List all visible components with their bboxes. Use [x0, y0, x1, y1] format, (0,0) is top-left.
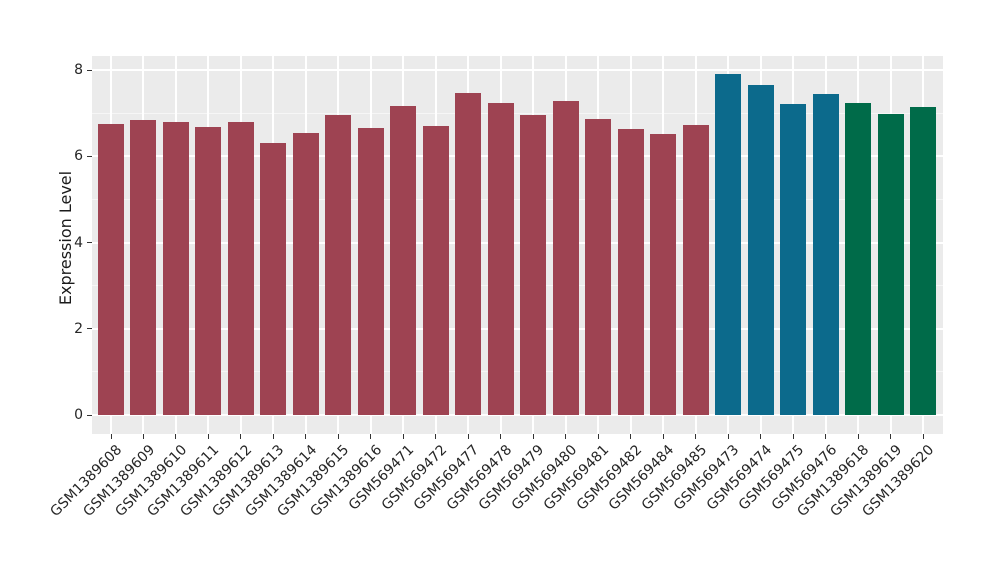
bar-GSM1389610 [162, 122, 189, 415]
bar-GSM1389611 [195, 126, 222, 415]
bar-GSM1389609 [130, 119, 157, 415]
x-tickmark-GSM569478 [500, 434, 502, 439]
hgridline-6 [92, 155, 943, 158]
bar-GSM569472 [422, 126, 449, 415]
bar-GSM1389616 [357, 128, 384, 415]
x-tickmark-GSM569484 [662, 434, 664, 439]
x-tickmark-GSM1389614 [305, 434, 307, 439]
x-tickmark-GSM569471 [402, 434, 404, 439]
y-tickmark-2 [87, 328, 92, 330]
x-tickmark-GSM569480 [565, 434, 567, 439]
bar-GSM569480 [552, 100, 579, 415]
bar-GSM1389619 [877, 114, 904, 415]
x-tickmark-GSM1389611 [207, 434, 209, 439]
x-tickmark-GSM1389620 [922, 434, 924, 439]
bar-GSM1389608 [98, 124, 124, 415]
bar-GSM1389614 [292, 132, 319, 415]
bar-GSM569479 [520, 115, 547, 415]
y-tickmark-4 [87, 242, 92, 244]
hgridline-2 [92, 327, 943, 330]
y-tickmark-6 [87, 155, 92, 157]
x-tickmark-GSM1389613 [272, 434, 274, 439]
x-tickmark-GSM569477 [467, 434, 469, 439]
bar-GSM1389615 [325, 115, 352, 415]
x-tickmark-GSM1389619 [890, 434, 892, 439]
x-tickmark-GSM569482 [630, 434, 632, 439]
x-tickmark-GSM1389608 [110, 434, 112, 439]
hgridline-4 [92, 241, 943, 244]
plot-panel [92, 56, 943, 434]
x-tickmark-GSM569479 [532, 434, 534, 439]
hgridline-0 [92, 414, 943, 416]
bar-GSM1389620 [910, 107, 937, 415]
bar-GSM569475 [780, 104, 807, 415]
bar-GSM569481 [585, 119, 612, 415]
x-tickmark-GSM569476 [825, 434, 827, 439]
bar-GSM569476 [812, 93, 839, 415]
y-tick-label-4: 4 [74, 234, 83, 251]
bar-GSM1389618 [845, 102, 872, 415]
y-tick-label-8: 8 [74, 62, 83, 79]
bar-GSM569478 [487, 102, 514, 415]
y-tick-label-2: 2 [74, 320, 83, 337]
bar-GSM569477 [455, 93, 482, 415]
x-tickmark-GSM569475 [792, 434, 794, 439]
hgridline-minor-7 [92, 112, 943, 114]
x-tickmark-GSM569485 [695, 434, 697, 439]
hgridline-8 [92, 69, 943, 72]
hgridline-minor-3 [92, 285, 943, 287]
hgridline-minor-1 [92, 371, 943, 373]
y-tick-label-6: 6 [74, 148, 83, 165]
x-tickmark-GSM1389616 [370, 434, 372, 439]
bar-GSM569473 [715, 74, 742, 415]
x-tickmark-GSM569473 [727, 434, 729, 439]
bar-GSM1389613 [260, 143, 287, 415]
bar-GSM569485 [682, 124, 709, 415]
y-tickmark-0 [87, 414, 92, 416]
bar-GSM569482 [617, 128, 644, 415]
x-tickmark-GSM1389612 [240, 434, 242, 439]
x-tickmark-GSM569472 [435, 434, 437, 439]
hgridline-minor-5 [92, 199, 943, 200]
y-tickmark-8 [87, 69, 92, 71]
bar-GSM569471 [390, 105, 417, 415]
x-tickmark-GSM1389609 [142, 434, 144, 439]
x-tickmark-GSM1389618 [857, 434, 859, 439]
bar-GSM1389612 [227, 122, 254, 415]
x-tickmark-GSM569481 [597, 434, 599, 439]
y-tick-label-0: 0 [74, 407, 83, 423]
x-tickmark-GSM1389615 [337, 434, 339, 439]
x-tickmark-GSM1389610 [175, 434, 177, 439]
bar-GSM569474 [747, 84, 774, 415]
bar-GSM569484 [650, 133, 677, 415]
x-tickmark-GSM569474 [760, 434, 762, 439]
